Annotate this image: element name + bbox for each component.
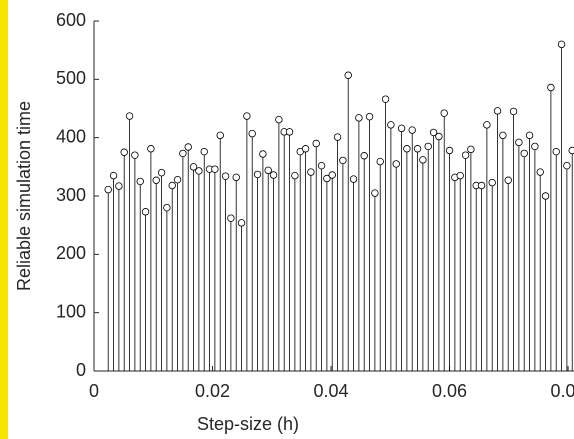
stem-marker [237, 219, 246, 227]
y-tick-label: 500 [56, 68, 86, 88]
stem-marker [349, 175, 358, 183]
stem-marker [339, 156, 347, 165]
stem-marker [541, 192, 550, 200]
stem-marker [408, 126, 416, 134]
x-tick-label: 0.08 [551, 381, 574, 401]
stem-marker [168, 181, 176, 190]
stem-marker [232, 173, 240, 182]
stem-marker [216, 131, 224, 140]
stem-marker [392, 160, 400, 168]
stem-marker [477, 181, 486, 190]
stem-marker [120, 148, 128, 156]
stem-marker [536, 168, 544, 176]
stem-marker [211, 165, 219, 173]
stem-marker [109, 171, 118, 180]
stem-marker [131, 151, 139, 159]
stem-marker [157, 168, 166, 177]
stem-marker [269, 171, 278, 179]
stem-marker [435, 132, 443, 141]
stem-marker [189, 163, 198, 171]
stem-marker [307, 168, 315, 176]
stem-marker [291, 171, 299, 180]
stem-marker [355, 114, 363, 122]
stem-marker [312, 139, 320, 148]
stem-marker [365, 112, 374, 121]
stem-marker [488, 178, 496, 187]
stem-marker [413, 145, 422, 153]
stem-marker [403, 145, 411, 153]
stem-marker [547, 83, 555, 92]
stem-marker [227, 214, 235, 222]
x-tick-label: 0 [89, 381, 99, 401]
stem-marker [467, 145, 475, 154]
x-tick-label: 0.06 [432, 381, 467, 401]
stem-marker [344, 71, 352, 79]
stem-marker [504, 176, 512, 184]
stem-marker [552, 147, 560, 156]
stem-marker [264, 166, 272, 175]
stem-marker [141, 208, 150, 216]
stem-marker [259, 150, 267, 158]
stem-marker [317, 161, 326, 170]
y-tick-label: 400 [56, 126, 86, 146]
stem-marker [285, 128, 294, 136]
stem-marker [301, 145, 310, 153]
stem-marker [136, 177, 144, 186]
y-tick-label: 100 [56, 301, 86, 321]
stem-marker [275, 115, 283, 124]
stem-marker [147, 145, 155, 153]
stem-marker [424, 142, 432, 151]
stem-marker [461, 151, 470, 159]
stem-marker [397, 124, 406, 133]
stem-marker [445, 146, 454, 155]
stem-marker [531, 142, 539, 151]
y-axis-label: Reliable simulation time [14, 101, 34, 291]
stem-marker [360, 152, 368, 160]
stem-marker [429, 128, 438, 137]
stem-marker [179, 149, 187, 158]
stem-marker [483, 121, 491, 129]
x-tick-label: 0.04 [314, 381, 349, 401]
y-tick-label: 600 [56, 10, 86, 30]
stem-marker [195, 167, 203, 175]
stem-marker [563, 161, 571, 170]
stem-marker [371, 189, 379, 197]
y-tick-label: 200 [56, 243, 86, 263]
stem-marker [152, 176, 160, 184]
stem-marker [243, 112, 251, 120]
stem-marker [248, 129, 256, 138]
stem-marker [568, 146, 574, 155]
stem-marker [253, 170, 262, 179]
stem-marker [493, 107, 502, 115]
stem-marker [520, 149, 528, 158]
stem-marker [221, 172, 230, 180]
stem-marker [173, 175, 182, 184]
stem-marker [184, 143, 192, 151]
side-strip [0, 0, 8, 439]
stem-marker [323, 174, 331, 183]
stem-marker [440, 109, 448, 117]
stem-marker [509, 107, 518, 116]
stem-marker [328, 171, 336, 179]
stem-marker [525, 131, 534, 140]
stem-marker [499, 131, 507, 140]
stem-marker [333, 133, 342, 141]
stem-marker [557, 40, 566, 49]
y-tick-label: 0 [76, 360, 86, 380]
stem-marker [200, 147, 208, 156]
stem-marker [115, 182, 123, 190]
x-tick-label: 0.02 [195, 381, 230, 401]
stem-marker [419, 156, 427, 164]
stem-marker [456, 171, 464, 180]
stem-marker [163, 203, 171, 212]
stem-marker [376, 157, 384, 166]
x-axis-label: Step-size (h) [197, 414, 299, 434]
y-tick-label: 300 [56, 185, 86, 205]
stem-marker [125, 112, 134, 120]
stem-marker [515, 138, 523, 147]
stem-marker [381, 95, 390, 103]
stem-marker [104, 185, 112, 194]
stem-marker [387, 121, 395, 129]
